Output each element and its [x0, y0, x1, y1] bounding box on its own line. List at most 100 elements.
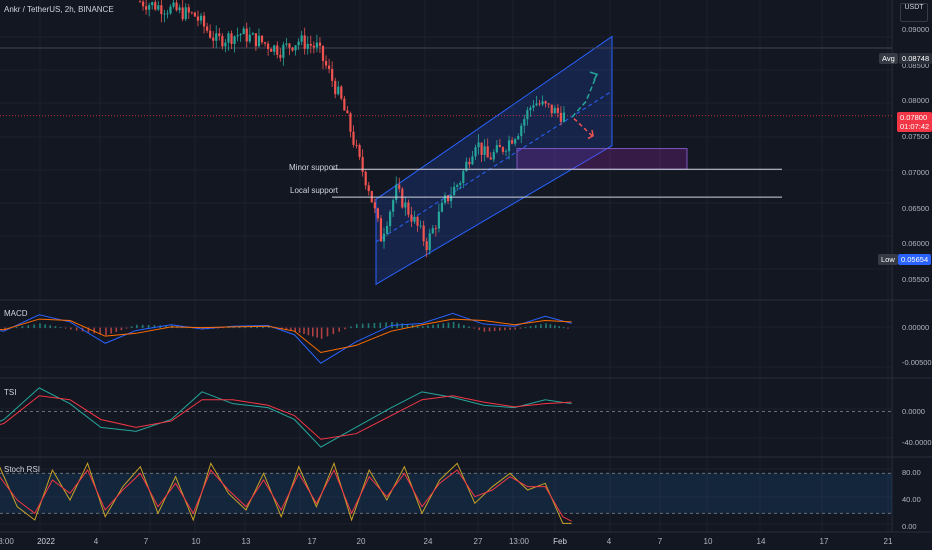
tsi-tick-0: 0.0000: [902, 406, 925, 416]
macd-hist-8-5: [262, 326, 264, 329]
macd-hist-9-1: [272, 327, 274, 329]
time-tick-15: 14: [756, 537, 766, 546]
candle-body-121: [507, 140, 511, 152]
macd-hist-18-1: [549, 324, 552, 329]
candle-body-112: [480, 142, 483, 155]
macd-hist-10-0: [294, 327, 296, 332]
candle-body-31: [233, 36, 236, 44]
macd-hist-17-0: [514, 327, 516, 330]
candle-body-36: [248, 34, 251, 42]
candle-body-34: [242, 28, 245, 35]
macd-line: [0, 312, 572, 364]
price-tick-1: 0.08500: [902, 60, 930, 70]
macd-hist-11-4: [344, 327, 346, 330]
bearish-arrowhead: [587, 129, 594, 140]
time-tick-11: Feb: [553, 537, 567, 546]
candle-body-46: [279, 54, 282, 58]
candle-body-8: [163, 13, 166, 15]
macd-hist-2-0: [39, 323, 41, 329]
tsi-signal-line: [0, 395, 572, 440]
time-tick-16: 17: [819, 537, 829, 546]
time-tick-13: 7: [657, 537, 663, 546]
macd-hist-3-3: [87, 327, 90, 333]
low-value: 0.05654: [898, 254, 932, 265]
macd-hist-17-4: [534, 325, 537, 329]
countdown: 01:07:42: [900, 122, 930, 131]
current-price-value: 0.07800: [900, 113, 928, 122]
macd-hist-1-3: [21, 326, 24, 329]
candle-body-15: [184, 7, 187, 20]
time-tick-9: 27: [473, 537, 483, 546]
bullish-arrowhead: [589, 71, 599, 81]
candle-body-101: [446, 195, 450, 202]
macd-hist-17-5: [540, 324, 542, 329]
macd-hist-12-2: [367, 323, 370, 329]
bullish-projection-arrow: [571, 74, 598, 118]
macd-hist-11-5: [350, 326, 352, 329]
macd-hist-10-1: [298, 327, 301, 333]
stoch-rsi-title[interactable]: Stoch RSI: [4, 465, 41, 474]
candle-body-25: [215, 33, 218, 41]
tsi-line: [0, 387, 572, 448]
candle-body-129: [532, 105, 535, 108]
stoch-band: [0, 473, 892, 514]
macd-hist-16-0: [483, 327, 486, 332]
candle-body-96: [431, 228, 434, 234]
stoch-tick-0: 80.00: [902, 468, 921, 478]
macd-hist-8-4: [256, 326, 258, 329]
candle-body-29: [227, 33, 230, 43]
candle-body-58: [315, 42, 318, 48]
candle-body-74: [364, 171, 367, 186]
macd-hist-14-0: [422, 326, 424, 329]
macd-hist-4-2: [115, 327, 118, 332]
macd-hist-4-3: [120, 327, 123, 331]
candle-body-68: [346, 110, 349, 114]
macd-hist-9-5: [290, 327, 292, 331]
candle-body-71: [355, 144, 358, 146]
candle-body-6: [157, 5, 160, 10]
candle-body-65: [337, 86, 340, 95]
macd-hist-5-2: [147, 325, 150, 329]
tsi-title[interactable]: TSI: [4, 388, 17, 397]
candle-body-93: [422, 225, 425, 242]
candle-body-127: [526, 110, 529, 120]
candle-body-103: [453, 186, 456, 196]
macd-title[interactable]: MACD: [4, 309, 28, 318]
macd-hist-2-3: [54, 326, 57, 329]
candle-body-53: [300, 35, 303, 42]
macd-signal-line: [0, 318, 572, 354]
price-tick-6: 0.06000: [902, 239, 930, 249]
candle-body-83: [392, 200, 395, 212]
currency-button[interactable]: USDT: [900, 3, 928, 22]
macd-hist-14-1: [427, 325, 429, 329]
macd-hist-9-0: [268, 326, 270, 329]
candle-body-17: [190, 12, 193, 14]
candle-body-60: [321, 45, 325, 61]
time-tick-14: 10: [703, 537, 713, 546]
macd-hist-13-5: [416, 325, 419, 329]
macd-hist-8-1: [238, 326, 241, 329]
candle-body-113: [483, 146, 486, 155]
macd-hist-3-1: [75, 327, 78, 331]
low-label: Low: [878, 254, 898, 265]
candle-body-72: [358, 145, 361, 157]
candle-body-87: [404, 202, 407, 208]
macd-hist-16-4: [504, 327, 506, 331]
candle-body-77: [373, 202, 376, 209]
candle-body-9: [166, 13, 169, 15]
macd-hist-15-1: [457, 323, 460, 329]
candle-body-105: [459, 183, 462, 185]
candle-body-137: [556, 107, 559, 113]
macd-hist-11-1: [326, 327, 329, 337]
time-tick-6: 17: [307, 537, 317, 546]
macd-hist-9-4: [285, 327, 288, 331]
candle-body-63: [331, 68, 334, 81]
candle-body-115: [489, 157, 492, 160]
macd-hist-5-5: [165, 325, 167, 329]
time-tick-4: 10: [191, 537, 201, 546]
price-tick-7: 0.05500: [902, 275, 930, 284]
macd-hist-10-3: [307, 327, 310, 336]
macd-hist-15-0: [452, 321, 455, 329]
